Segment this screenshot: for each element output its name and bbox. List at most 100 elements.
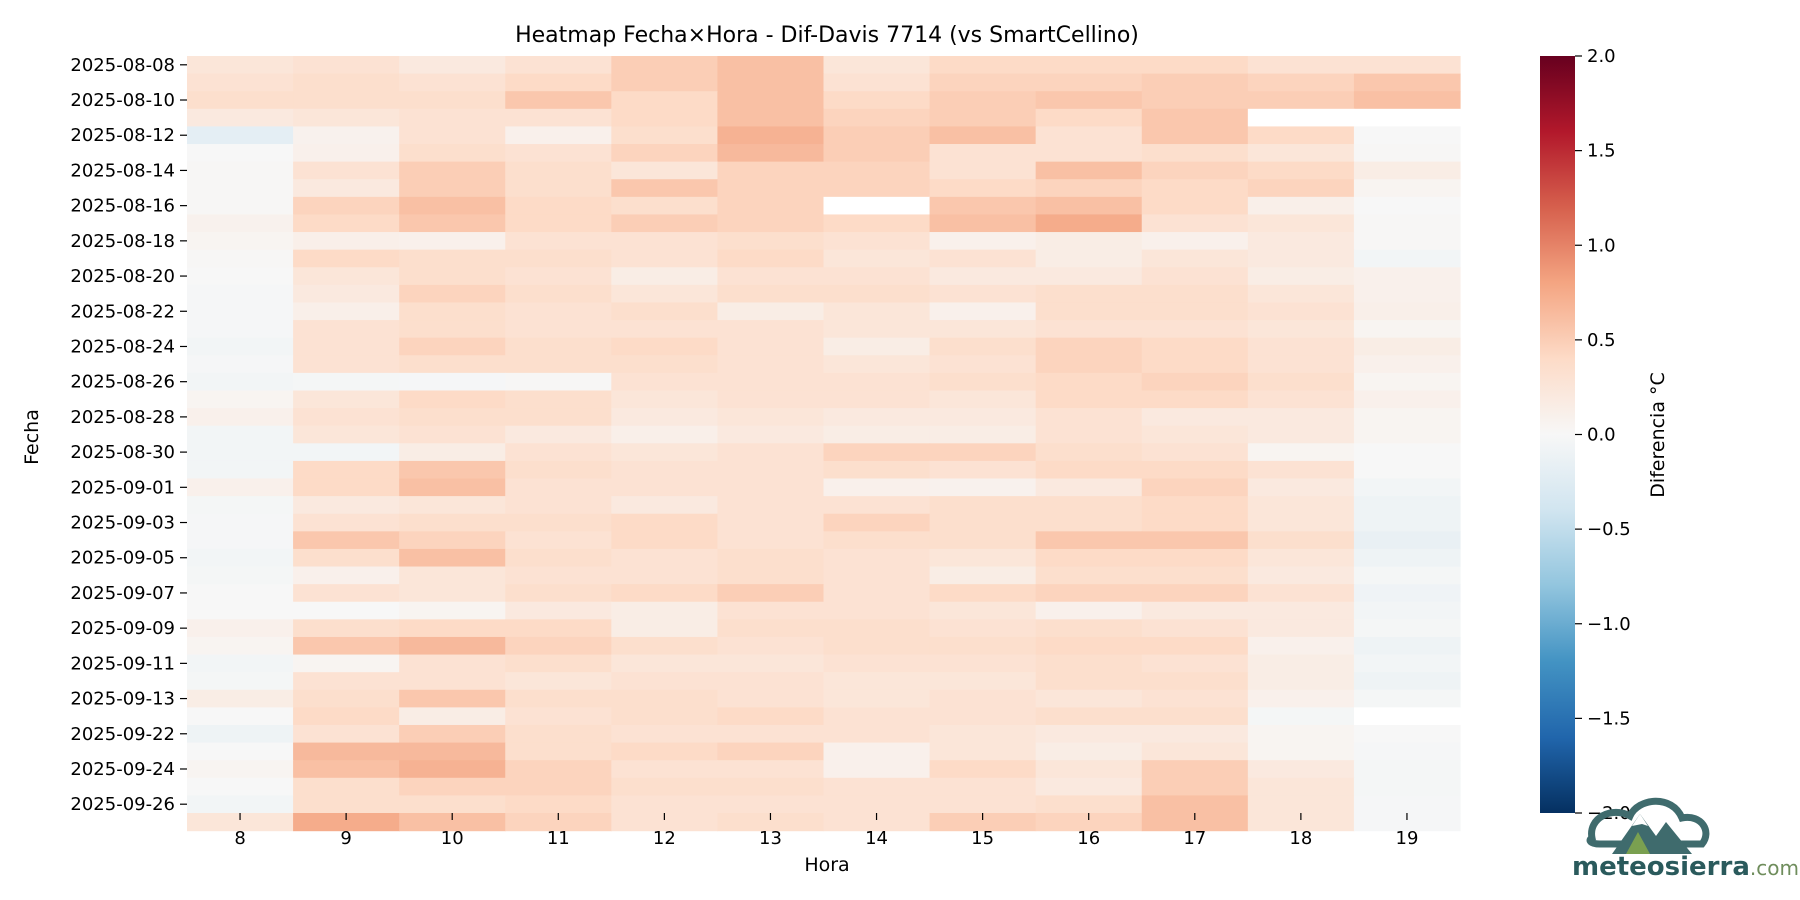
heatmap-cell: [505, 179, 612, 198]
heatmap-cell: [611, 513, 719, 532]
heatmap-cell: [929, 108, 1037, 128]
heatmap-cell: [293, 144, 400, 163]
heatmap-cell: [1353, 337, 1461, 356]
x-axis-label: Hora: [804, 854, 849, 876]
heatmap-cell: [505, 689, 612, 708]
heatmap-cell: [1141, 337, 1249, 356]
y-tick-label: 2025-08-18: [70, 231, 175, 252]
heatmap-cell: [505, 619, 612, 638]
heatmap-cell: [505, 108, 612, 128]
heatmap-cell: [187, 320, 294, 339]
heatmap-cell: [1035, 601, 1143, 620]
heatmap-cell: [1353, 73, 1461, 92]
heatmap-cell: [1353, 724, 1461, 744]
heatmap-cell: [187, 601, 294, 620]
heatmap-cell: [1141, 144, 1249, 163]
heatmap-cell: [1353, 425, 1461, 444]
heatmap-cell: [1035, 372, 1143, 392]
x-tick-label: 16: [1077, 828, 1100, 849]
heatmap-cell: [187, 795, 294, 814]
heatmap-cell: [1035, 760, 1143, 779]
heatmap-cell: [1141, 619, 1249, 638]
heatmap-cell: [929, 337, 1037, 356]
heatmap-cell: [1141, 707, 1249, 726]
heatmap-cell: [1353, 284, 1461, 304]
heatmap-cell: [929, 724, 1037, 744]
heatmap-cell: [1035, 548, 1143, 568]
heatmap-cell: [611, 777, 719, 796]
heatmap-cell: [1353, 108, 1461, 128]
y-tick-label: 2025-09-24: [70, 759, 175, 780]
heatmap-cell: [1247, 179, 1355, 198]
heatmap-cell: [717, 425, 825, 444]
heatmap-cell: [1353, 56, 1461, 75]
heatmap-cell: [399, 654, 506, 673]
heatmap-cell: [1035, 390, 1143, 409]
heatmap-cell: [929, 425, 1037, 444]
heatmap-cell: [505, 56, 612, 75]
heatmap-cell: [929, 707, 1037, 726]
heatmap-cell: [505, 566, 612, 585]
heatmap-cell: [1247, 760, 1355, 779]
heatmap-cell: [293, 548, 400, 568]
heatmap-cell: [717, 91, 825, 110]
heatmap-cell: [1247, 56, 1355, 75]
heatmap-cell: [1247, 144, 1355, 163]
heatmap-cell: [1035, 777, 1143, 796]
heatmap-cell: [1353, 619, 1461, 638]
heatmap-cell: [1247, 636, 1355, 656]
heatmap-cell: [611, 795, 719, 814]
heatmap-cell: [293, 56, 400, 75]
colorbar: [1540, 56, 1575, 813]
y-tick-label: 2025-09-11: [70, 653, 175, 674]
heatmap-cell: [929, 777, 1037, 796]
heatmap-cell: [187, 126, 294, 145]
heatmap-cell: [1141, 425, 1249, 444]
heatmap-cell: [1141, 214, 1249, 233]
heatmap-cell: [1353, 777, 1461, 796]
heatmap-cell: [1035, 73, 1143, 92]
heatmap-cell: [505, 425, 612, 444]
heatmap-cell: [717, 619, 825, 638]
heatmap-cell: [1247, 619, 1355, 638]
heatmap-cell: [717, 144, 825, 163]
heatmap-cell: [823, 425, 931, 444]
heatmap-cell: [1353, 390, 1461, 409]
heatmap-cell: [1035, 284, 1143, 304]
heatmap-cell: [611, 742, 719, 761]
heatmap-cell: [1035, 179, 1143, 198]
heatmap-cell: [823, 601, 931, 620]
heatmap-cell: [1353, 496, 1461, 515]
heatmap-cell: [717, 566, 825, 585]
heatmap-cell: [1247, 777, 1355, 796]
heatmap-cell: [929, 355, 1037, 374]
heatmap-cell: [1141, 179, 1249, 198]
heatmap-cell: [1035, 654, 1143, 673]
heatmap-cell: [1353, 355, 1461, 374]
heatmap-cell: [717, 390, 825, 409]
heatmap-cell: [293, 478, 400, 497]
heatmap-cell: [1141, 302, 1249, 321]
heatmap-cell: [399, 196, 506, 216]
heatmap-cell: [823, 232, 931, 251]
heatmap-cell: [717, 689, 825, 708]
heatmap-cell: [611, 548, 719, 568]
heatmap-cell: [1035, 320, 1143, 339]
x-tick-label: 15: [971, 828, 994, 849]
heatmap-cell: [1247, 408, 1355, 427]
heatmap-cell: [505, 654, 612, 673]
heatmap-cell: [611, 337, 719, 356]
heatmap-cell: [611, 689, 719, 708]
heatmap-cell: [293, 425, 400, 444]
heatmap-cell: [1247, 478, 1355, 497]
heatmap-cell: [1035, 108, 1143, 128]
heatmap-cell: [1247, 91, 1355, 110]
heatmap-cell: [929, 179, 1037, 198]
heatmap-cell: [823, 126, 931, 145]
heatmap-cell: [1247, 672, 1355, 691]
heatmap-cell: [823, 267, 931, 286]
heatmap-cell: [293, 777, 400, 796]
heatmap-cell: [1247, 372, 1355, 392]
heatmap-cell: [399, 531, 506, 550]
heatmap-cell: [1247, 390, 1355, 409]
